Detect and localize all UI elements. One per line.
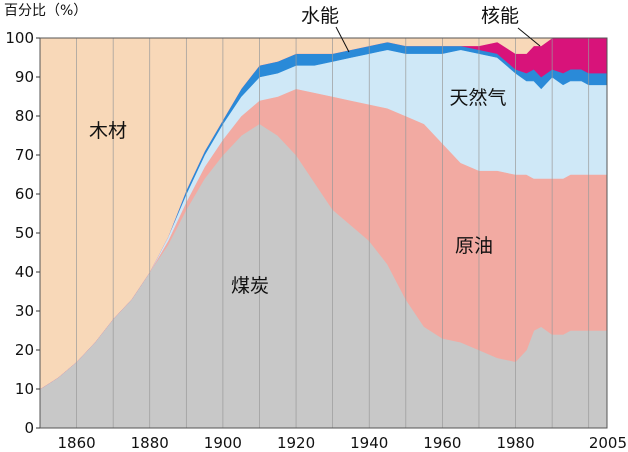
x-tick-label: 1960: [423, 434, 461, 452]
y-tick-label: 90: [15, 68, 34, 86]
y-tick-label: 10: [15, 380, 34, 398]
x-tick-label: 1940: [350, 434, 388, 452]
hydro-leader-line: [335, 26, 350, 53]
y-tick-label: 100: [5, 29, 34, 47]
y-tick-label: 40: [15, 263, 34, 281]
y-tick-label: 60: [15, 185, 34, 203]
x-tick-label: 1860: [57, 434, 95, 452]
x-tick-label: 2005: [589, 434, 627, 452]
series-label-1: 原油: [455, 235, 493, 257]
series-label-0: 煤炭: [231, 275, 269, 297]
y-tick-label: 30: [15, 302, 34, 320]
y-tick-label: 20: [15, 341, 34, 359]
y-tick-label: 50: [15, 224, 34, 242]
series-label-5: 木材: [89, 120, 127, 142]
area-layer: [39, 37, 608, 429]
x-tick-label: 1900: [204, 434, 242, 452]
y-axis-label: 百分比（%）: [4, 3, 87, 19]
series-label-3: 水能: [301, 5, 339, 27]
x-tick-label: 1980: [496, 434, 534, 452]
y-tick-label: 0: [24, 419, 34, 437]
axes-layer: 0 10 20 30 40 50 60 70 80 90 100 1860 1880 1900 1920 19…: [5, 29, 627, 452]
x-tick-label: 1880: [131, 434, 169, 452]
series-label-2: 天然气: [449, 87, 506, 109]
y-tick-label: 70: [15, 146, 34, 164]
grid-layer: [39, 38, 590, 428]
nuclear-leader-line: [517, 27, 541, 47]
y-tick-label: 80: [15, 107, 34, 125]
series-label-4: 核能: [481, 5, 519, 27]
x-tick-label: 1920: [277, 434, 315, 452]
